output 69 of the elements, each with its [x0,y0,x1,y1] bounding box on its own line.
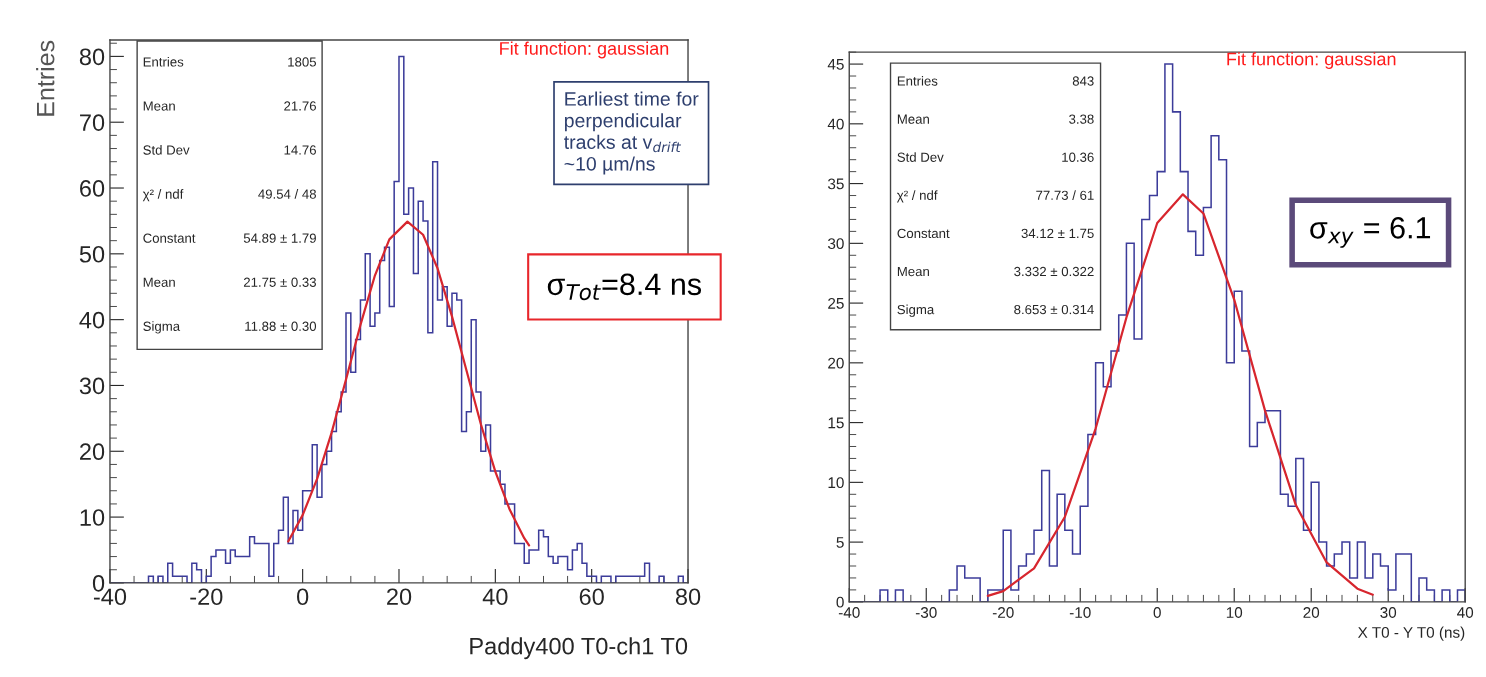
y-tick-label: 60 [80,180,105,197]
x-tick-label: 60 [579,588,604,606]
annotation: χ² / ndf [142,189,184,202]
x-tick-label: -20 [992,607,1014,618]
x-tick-label: 20 [1303,607,1320,618]
x-tick-label: 30 [1380,607,1397,618]
annotation: 3.38 [1069,114,1094,124]
y-tick-label: 45 [827,59,844,70]
y-tick-label: 35 [827,178,844,190]
y-tick-label: 70 [80,114,105,131]
x-tick-label: -40 [838,607,860,618]
x-tick-label: 0 [1153,607,1161,618]
y-tick-label: 80 [79,48,105,66]
annotation: Entries [897,76,938,86]
annotation: Earliest time for perpendicular tracks at v$_{drift}$ ~10 µm/ns [564,91,699,175]
annotation: 10.36 [1062,152,1094,162]
annotation: χ² / ndf [896,190,938,203]
annotation: 8.653 ± 0.314 [1014,304,1094,315]
annotation: Mean [143,277,175,287]
y-tick-label: 20 [828,357,844,369]
annotation: Mean [143,101,175,111]
annotation: σ$_{Tot}$=8.4 ns [547,273,702,301]
x-tick-label: 10 [1226,607,1243,618]
y-tick-label: 25 [828,297,844,309]
y-tick-label: 40 [79,311,105,329]
annotation: Std Dev [897,152,944,162]
y-tick-label: 20 [80,443,105,461]
y-tick-label: 40 [827,118,844,130]
y-tick-label: 10 [80,509,105,526]
y-tick-label: 5 [836,537,844,548]
x-tick-label: 40 [1457,607,1474,618]
annotation: Mean [897,266,929,277]
annotation: Constant [143,233,196,243]
annotation: 77.73 / 61 [1036,190,1094,200]
x-tick-label: 80 [675,588,701,606]
annotation: 21.75 ± 0.33 [243,277,316,287]
annotation: Sigma [143,321,181,334]
y-tick-label: 15 [828,417,844,429]
x-axis-title: X T0 - Y T0 (ns) [1357,626,1465,641]
x-tick-label: -20 [190,588,223,606]
annotation: Std Dev [143,145,190,155]
x-tick-label: -10 [1069,607,1091,618]
x-tick-label: -30 [915,607,937,618]
y-axis-title: Entries [36,40,55,116]
y-tick-label: 30 [79,377,105,395]
annotation: 3.332 ± 0.322 [1014,266,1094,277]
annotation: 1805 [288,57,317,67]
line-series [287,220,531,547]
annotation: 11.88 ± 0.30 [245,321,317,331]
annotation: 54.89 ± 1.79 [243,233,316,243]
x-axis-title: Paddy400 T0-ch1 T0 [470,637,688,660]
x-tick-label: 40 [482,588,508,606]
annotation: Fit function: gaussian [1227,52,1396,69]
x-tick-label: 20 [387,588,412,606]
annotation: 843 [1072,76,1094,86]
y-tick-label: 10 [828,477,844,489]
annotation: Sigma [897,304,935,317]
annotation: 14.76 [284,145,316,155]
annotation: Constant [897,228,950,239]
y-tick-label: 50 [79,245,105,263]
x-tick-label: 0 [297,588,309,606]
annotation: Fit function: gaussian [500,41,669,59]
annotation: σ$_{xy}$ = 6.1 [1310,217,1431,248]
y-tick-label: 30 [827,238,844,250]
annotation: 49.54 / 48 [258,189,316,199]
annotation: Mean [897,114,929,124]
annotation: 34.12 ± 1.75 [1021,228,1094,239]
annotation: 21.76 [284,101,316,111]
annotation: Entries [143,56,184,67]
